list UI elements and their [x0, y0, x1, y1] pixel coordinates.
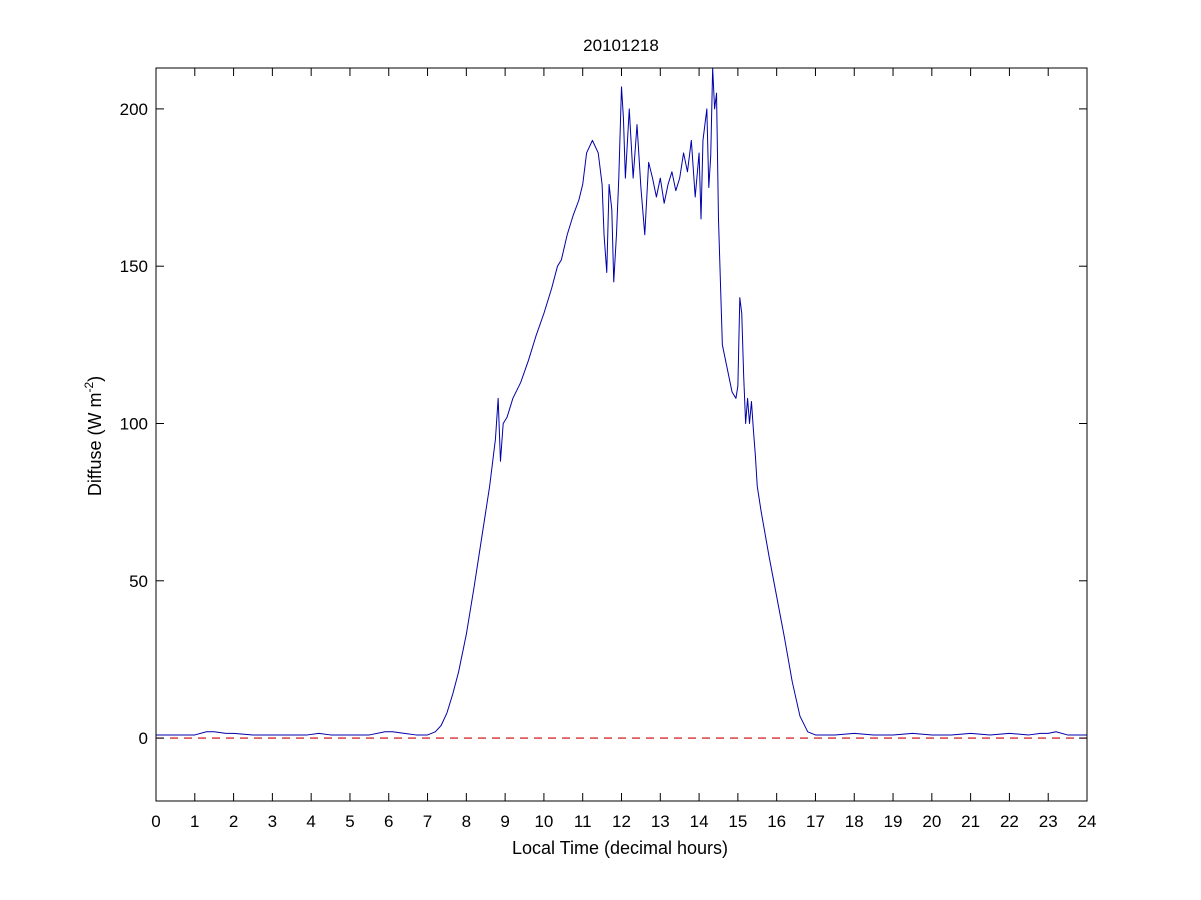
series-layer — [156, 67, 1087, 739]
x-tick-label: 7 — [423, 812, 432, 831]
x-tick-label: 8 — [462, 812, 471, 831]
y-tick-label: 100 — [120, 414, 148, 433]
x-tick-label: 21 — [961, 812, 980, 831]
x-tick-label: 14 — [690, 812, 709, 831]
y-axis-label-suffix: ) — [85, 376, 105, 382]
x-tick-label: 16 — [767, 812, 786, 831]
y-axis-label-text: Diffuse (W m — [85, 392, 105, 496]
chart-title: 20101218 — [583, 36, 659, 55]
x-tick-label: 17 — [806, 812, 825, 831]
x-tick-label: 5 — [345, 812, 354, 831]
x-tick-label: 10 — [534, 812, 553, 831]
x-tick-label: 19 — [884, 812, 903, 831]
y-axis-label: Diffuse (W m-2) — [82, 376, 105, 496]
x-tick-label: 15 — [728, 812, 747, 831]
plot-area — [156, 68, 1087, 801]
y-axis-label-superscript: -2 — [82, 381, 96, 392]
x-tick-label: 22 — [1000, 812, 1019, 831]
x-tick-label: 3 — [268, 812, 277, 831]
x-tick-label: 9 — [500, 812, 509, 831]
series-line-0 — [156, 67, 1087, 736]
x-tick-label: 13 — [651, 812, 670, 831]
tick-layer: 0 1 2 3 4 5 6 7 8 9 10 11 12 13 14 15 16 17 18 19 20 21 22 23 24… — [120, 68, 1097, 831]
x-tick-label: 0 — [151, 812, 160, 831]
y-tick-label: 0 — [139, 729, 148, 748]
x-tick-label: 6 — [384, 812, 393, 831]
x-tick-label: 11 — [574, 812, 592, 831]
x-tick-label: 12 — [612, 812, 631, 831]
x-tick-label: 18 — [845, 812, 864, 831]
y-tick-label: 150 — [120, 257, 148, 276]
y-tick-label: 200 — [120, 100, 148, 119]
x-tick-label: 24 — [1078, 812, 1097, 831]
y-tick-label: 50 — [129, 572, 148, 591]
x-tick-label: 2 — [229, 812, 238, 831]
x-tick-label: 1 — [190, 812, 199, 831]
axes-box — [155, 67, 1088, 802]
x-tick-label: 20 — [922, 812, 941, 831]
x-axis-label: Local Time (decimal hours) — [512, 838, 728, 858]
x-tick-label: 23 — [1039, 812, 1058, 831]
x-tick-label: 4 — [306, 812, 315, 831]
